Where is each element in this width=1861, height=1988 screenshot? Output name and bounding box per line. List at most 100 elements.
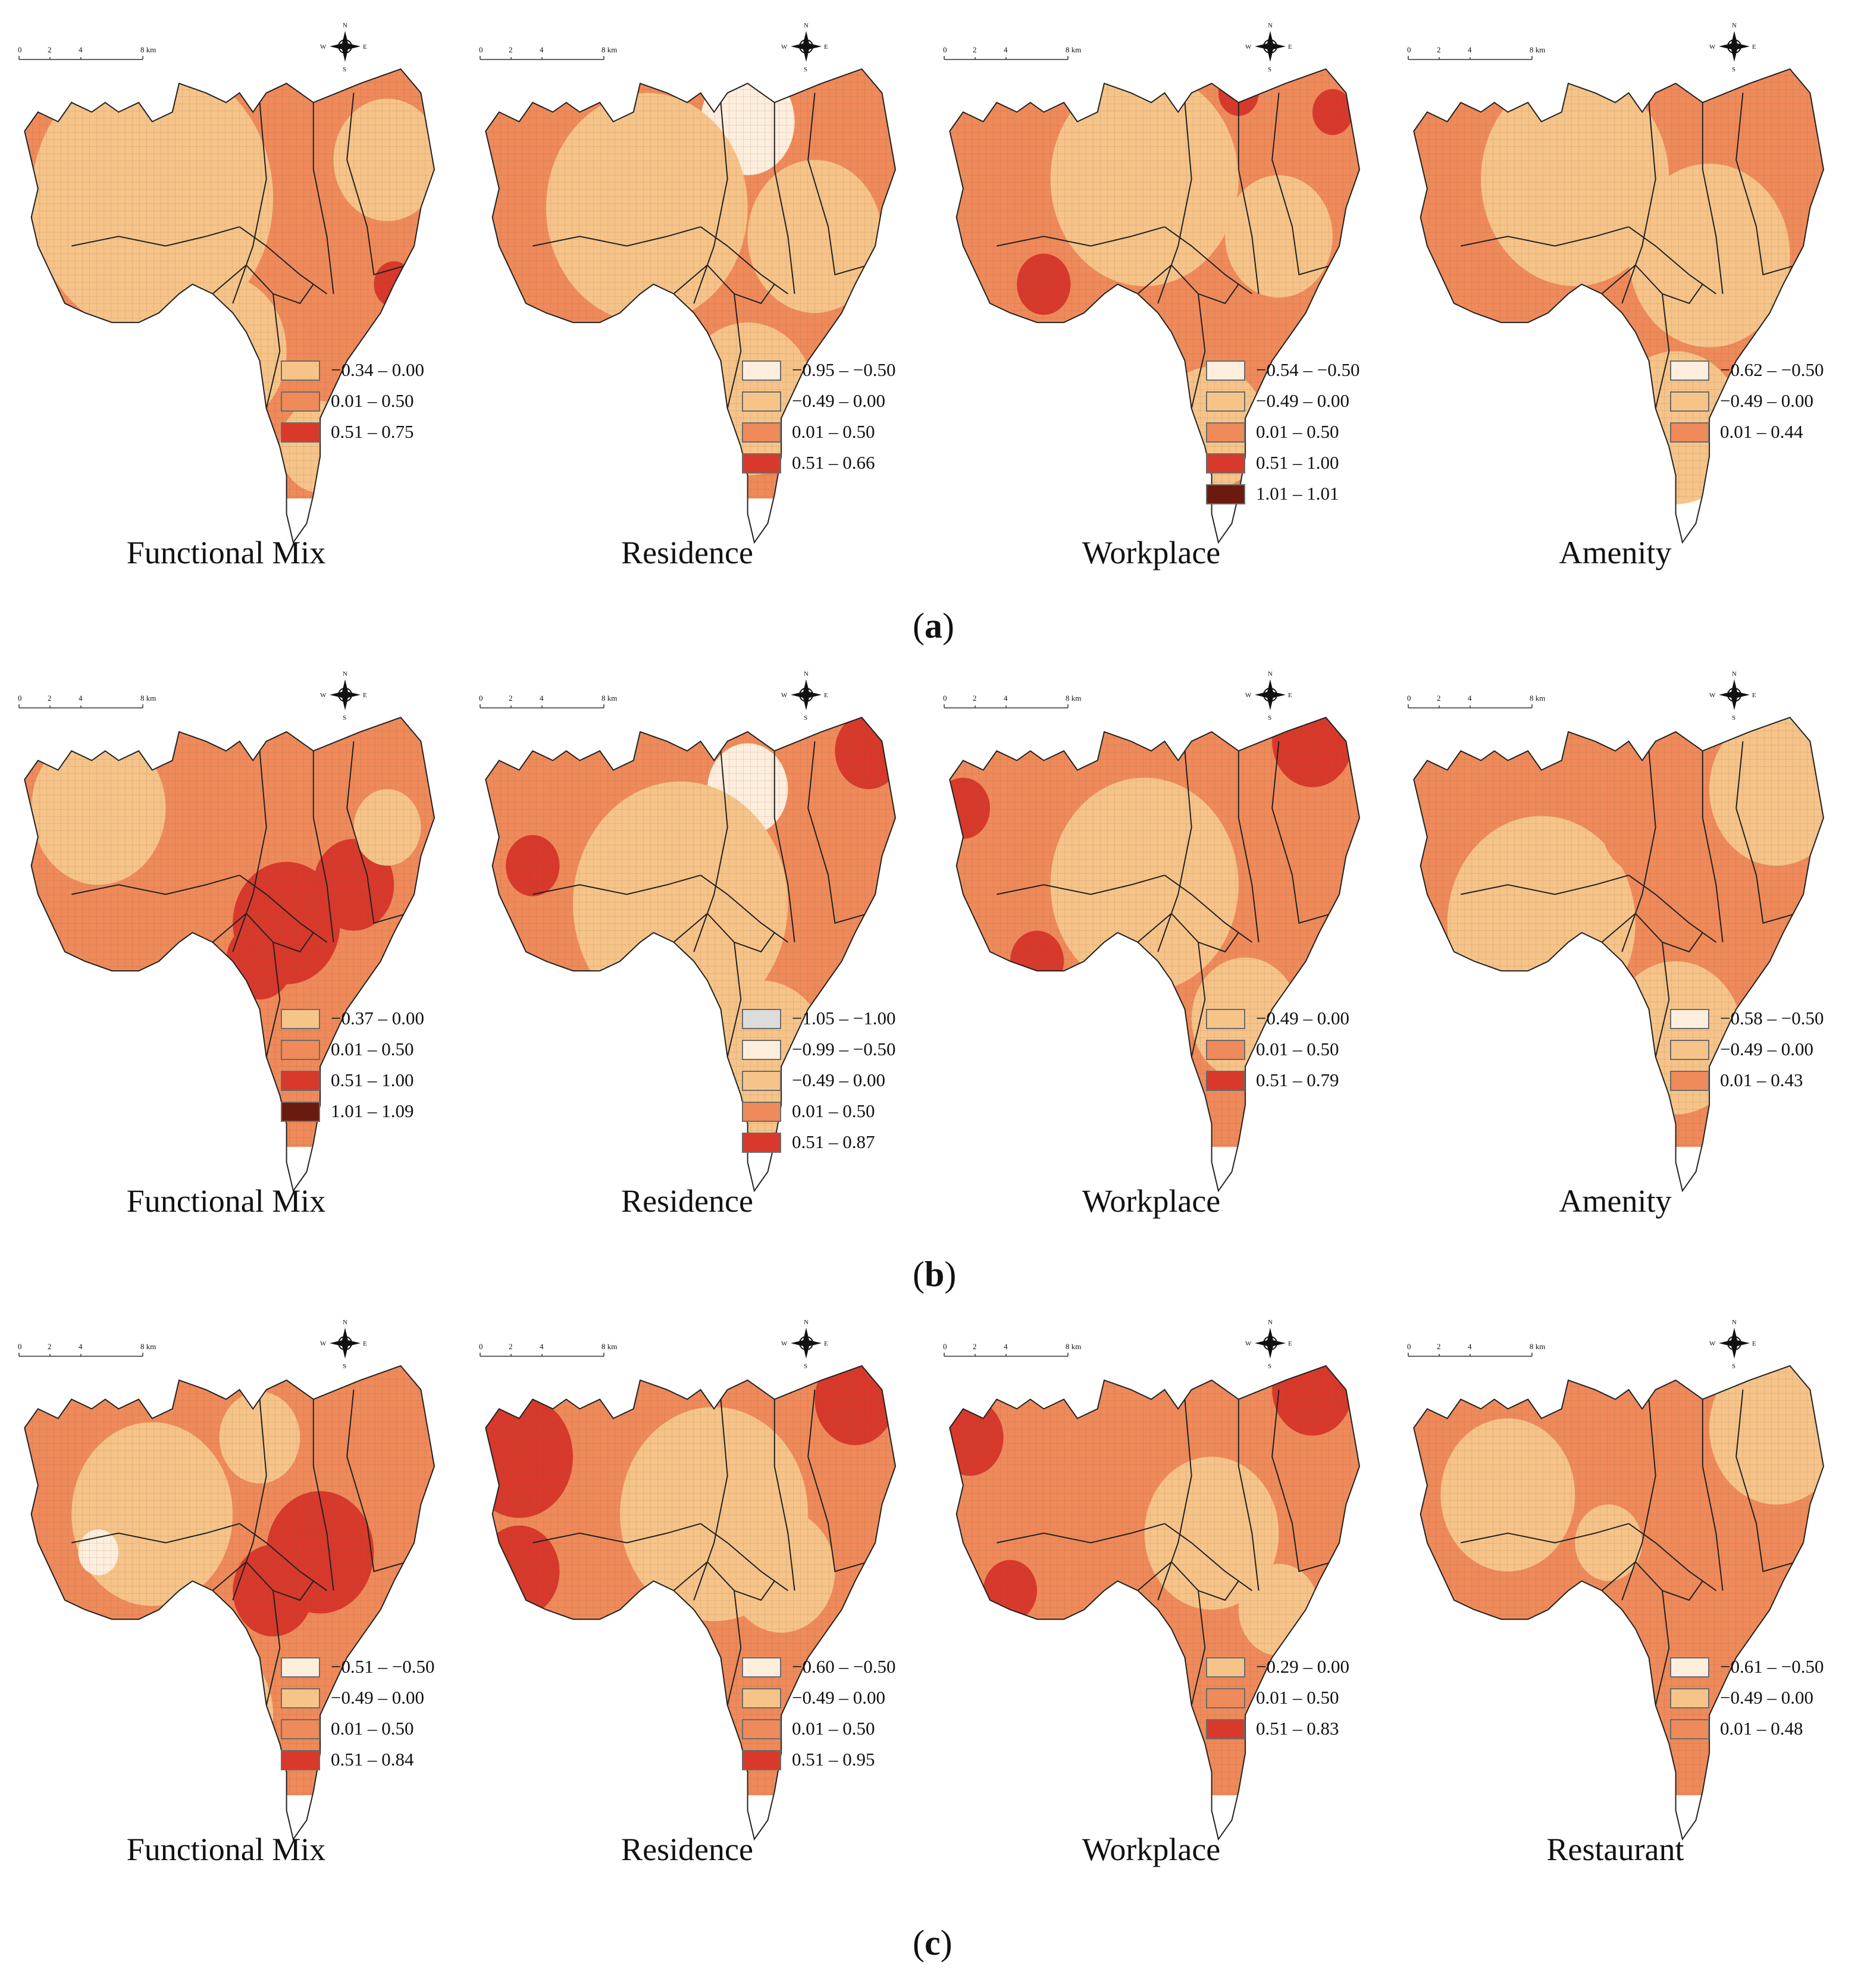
compass-label: E xyxy=(1752,692,1756,699)
study-area-outline xyxy=(485,716,897,1193)
legend-swatch xyxy=(1670,1009,1709,1029)
district-boundary xyxy=(700,226,788,294)
north-arrow-icon: N S E W xyxy=(1245,670,1292,722)
district-boundary xyxy=(1655,293,1670,409)
legend-label: 0.01 – 0.50 xyxy=(792,1718,875,1739)
legend-label: −0.49 – 0.00 xyxy=(1720,1687,1813,1708)
north-arrow-icon: N S E W xyxy=(781,1319,828,1370)
scale-label: 2 xyxy=(973,694,977,703)
compass-label: E xyxy=(1288,692,1292,699)
scale-label: 4 xyxy=(1468,1342,1472,1351)
legend-label: −0.49 – 0.00 xyxy=(1256,1008,1349,1029)
district-boundary xyxy=(997,874,1165,895)
map-panel: 0 2 4 8 km N S E W −0.95 – −0.50 −0.49 – 0.00 0.01… xyxy=(479,11,897,582)
study-area-outline xyxy=(1413,716,1825,1193)
legend-swatch xyxy=(742,422,781,443)
study-area-outline xyxy=(949,1365,1361,1841)
choropleth-map: 0 2 4 8 km N S E W xyxy=(479,1319,897,1841)
map-panel: 0 2 4 8 km N S E W −0.62 – −0.50 −0.49 – 0.00 0.01… xyxy=(1407,11,1825,582)
compass-label: E xyxy=(363,43,367,51)
legend-label: 0.01 – 0.50 xyxy=(1256,1039,1339,1059)
scale-bar: 0 2 4 8 km xyxy=(479,694,617,708)
scale-label: 0 xyxy=(943,694,947,703)
district-boundary xyxy=(693,1399,728,1601)
scale-label: 0 xyxy=(18,1342,22,1351)
district-boundary xyxy=(532,874,701,895)
compass-label: N xyxy=(343,1319,347,1326)
district-boundary xyxy=(1157,102,1192,304)
choropleth-map: 0 2 4 8 km N S E W xyxy=(479,670,897,1193)
district-boundary xyxy=(312,751,334,943)
study-area-outline xyxy=(485,68,897,544)
choropleth-map: 0 2 4 8 km N S E W xyxy=(18,1319,436,1841)
compass-label: N xyxy=(1732,22,1737,29)
legend-label: −0.49 – 0.00 xyxy=(1720,390,1813,411)
district-boundary xyxy=(997,1523,1165,1544)
choropleth-map: 0 2 4 8 km N S E W xyxy=(1407,670,1825,1193)
district-boundary xyxy=(1621,751,1656,952)
scale-label: 2 xyxy=(973,1342,977,1351)
scale-label: 0 xyxy=(1407,694,1411,703)
legend-swatch xyxy=(281,1071,320,1091)
map-panel: 0 2 4 8 km N S E W −0.60 – −0.50 −0.49 – 0.00 0.01… xyxy=(479,1307,897,1879)
district-boundary xyxy=(1164,1523,1252,1591)
value-zone xyxy=(139,1638,274,1792)
legend-label: 0.01 – 0.50 xyxy=(1256,421,1339,442)
north-arrow-icon: N S E W xyxy=(1245,22,1292,73)
compass-label: N xyxy=(804,670,809,678)
compass-label: N xyxy=(1732,670,1737,678)
compass-label: W xyxy=(320,1340,327,1347)
scale-label: 8 km xyxy=(1530,694,1545,703)
legend-swatch xyxy=(1670,1719,1709,1739)
legend-swatch xyxy=(281,391,320,412)
legend-label: 0.51 – 0.84 xyxy=(331,1749,414,1770)
legend-label: 0.51 – 0.83 xyxy=(1256,1718,1339,1739)
compass-label: W xyxy=(1245,43,1252,51)
district-boundary xyxy=(346,741,408,924)
compass-label: W xyxy=(781,1340,788,1347)
map-title: Residence xyxy=(621,1183,753,1219)
scale-label: 0 xyxy=(943,1342,947,1351)
district-boundary xyxy=(265,942,281,1058)
legend-label: 0.01 – 0.48 xyxy=(1720,1718,1803,1739)
district-boundary xyxy=(1164,226,1252,294)
study-area-outline xyxy=(949,68,1361,544)
map-title: Workplace xyxy=(1082,1832,1221,1867)
compass-label: S xyxy=(1268,714,1271,722)
scale-label: 2 xyxy=(509,1342,513,1351)
compass-label: N xyxy=(804,1319,809,1326)
paren-close: ) xyxy=(944,1255,957,1294)
legend-swatch xyxy=(1206,1719,1245,1739)
legend-label: −0.49 – 0.00 xyxy=(792,1070,885,1090)
legend-swatch xyxy=(281,1009,320,1029)
choropleth-map: 0 2 4 8 km N S E W xyxy=(943,670,1361,1193)
north-arrow-icon: N S E W xyxy=(320,22,367,73)
map-title: Workplace xyxy=(1082,535,1221,570)
scale-label: 2 xyxy=(48,694,52,703)
scale-label: 0 xyxy=(1407,1342,1411,1351)
legend-label: −0.49 – 0.00 xyxy=(1720,1039,1813,1059)
compass-label: S xyxy=(1732,1363,1735,1370)
scale-label: 0 xyxy=(479,694,483,703)
map-title: Residence xyxy=(621,1832,753,1867)
legend-label: 0.01 – 0.50 xyxy=(792,1100,875,1121)
subfigure-letter: b xyxy=(924,1255,945,1294)
legend-label: 0.01 – 0.50 xyxy=(792,421,875,442)
compass-label: S xyxy=(804,1363,807,1370)
district-boundary xyxy=(1157,1399,1192,1601)
scale-label: 0 xyxy=(943,45,947,54)
legend-swatch xyxy=(1206,391,1245,412)
compass-label: S xyxy=(1732,66,1735,73)
compass-label: E xyxy=(824,43,828,51)
map-title: Amenity xyxy=(1559,535,1672,570)
district-boundary xyxy=(1655,942,1670,1058)
scale-label: 8 km xyxy=(601,1342,617,1351)
district-boundary xyxy=(1735,93,1797,275)
district-boundary xyxy=(239,874,327,943)
legend-swatch xyxy=(1206,1040,1245,1060)
scale-label: 0 xyxy=(18,45,22,54)
district-boundary xyxy=(700,874,788,943)
legend-swatch xyxy=(1206,484,1245,504)
legend-label: −0.49 – 0.00 xyxy=(331,1687,424,1708)
legend-label: −0.34 – 0.00 xyxy=(331,359,424,380)
